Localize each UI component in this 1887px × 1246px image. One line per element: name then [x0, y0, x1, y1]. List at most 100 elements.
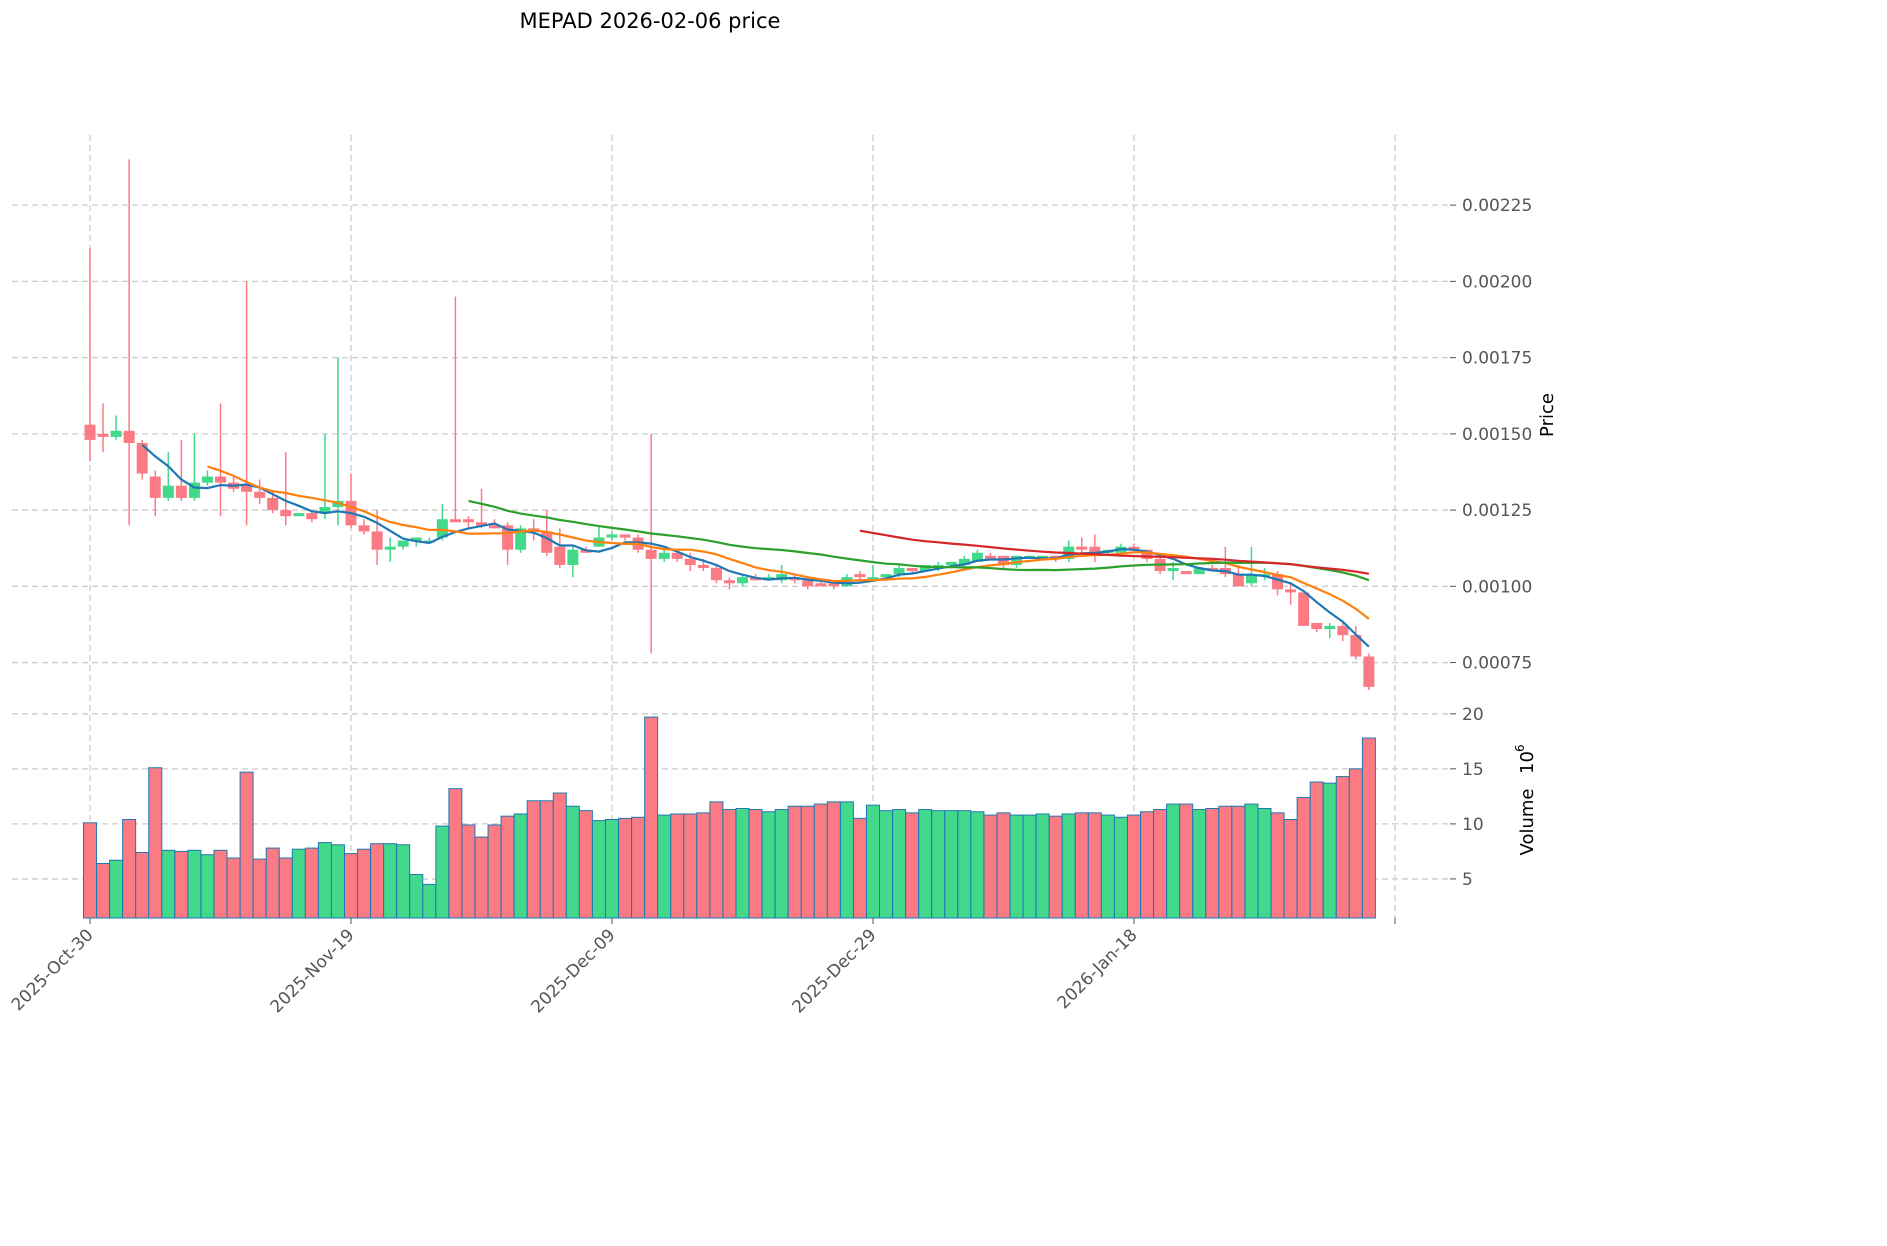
candle-body-down — [671, 552, 683, 559]
volume-bar — [461, 824, 476, 919]
volume-bar — [1009, 814, 1024, 919]
candle-body-down — [1232, 574, 1244, 587]
candle-body-down — [462, 519, 474, 523]
volume-bar — [96, 863, 111, 919]
volume-bar — [1113, 816, 1128, 919]
candle-body-up — [945, 561, 957, 565]
volume-bar — [657, 814, 672, 919]
volume-bar — [605, 818, 619, 919]
volume-bar — [1322, 782, 1337, 919]
volume-bar — [83, 822, 97, 919]
candle-body-down — [449, 519, 461, 523]
candle-body-down — [1089, 546, 1101, 553]
candle-body-up — [162, 485, 174, 498]
candle-body-down — [1180, 571, 1192, 575]
volume-bar — [918, 809, 933, 919]
volume-bar — [1257, 807, 1272, 919]
price-tick-label: 0.00200 — [1462, 272, 1532, 292]
volume-axis-label-text: Volume — [1517, 789, 1538, 856]
volume-bar — [526, 800, 541, 919]
volume-bar — [357, 848, 372, 919]
volume-tick-label: 20 — [1462, 705, 1484, 725]
volume-bar — [1035, 813, 1050, 919]
candle-body-up — [606, 534, 618, 538]
volume-bar — [1283, 818, 1298, 919]
volume-bar — [931, 810, 946, 919]
x-tick-label: 2025-Oct-30 — [8, 925, 98, 1015]
volume-tick-label: 15 — [1462, 760, 1484, 780]
candle-body-down — [619, 534, 631, 538]
candle-body-down — [554, 546, 566, 565]
volume-bar — [304, 847, 319, 919]
volume-bar — [1153, 809, 1168, 919]
candle-body-up — [410, 537, 422, 541]
candle-body-up — [880, 574, 892, 578]
ma-60-line — [859, 529, 1370, 575]
candle-body-down — [723, 580, 735, 584]
candle-body-down — [802, 580, 814, 587]
volume-bar — [291, 848, 306, 919]
candle-body-up — [867, 577, 879, 581]
volume-bar — [1231, 805, 1246, 919]
volume-axis-exponent-base: 10 — [1517, 751, 1538, 774]
candle-body-down — [1076, 546, 1088, 550]
volume-bar — [239, 771, 254, 919]
volume-bar — [487, 824, 502, 919]
volume-bar — [578, 810, 593, 919]
chart-title: MEPAD 2026-02-06 price — [520, 9, 781, 33]
volume-bar — [265, 847, 280, 919]
volume-bar — [122, 818, 137, 919]
volume-bar — [252, 858, 267, 919]
volume-bar — [879, 810, 894, 919]
volume-bar — [1087, 812, 1102, 919]
candle-body-up — [1245, 574, 1257, 584]
candle-body-down — [710, 568, 722, 581]
candle-body-down — [136, 442, 148, 474]
volume-bar — [696, 812, 711, 919]
x-tick-label: 2026-Jan-18 — [1054, 925, 1142, 1013]
candle-body-up — [436, 519, 448, 538]
ma-10-line — [207, 465, 1370, 620]
volume-bar — [409, 874, 424, 919]
volume-tick-label: 10 — [1462, 815, 1484, 835]
candle-body-down — [123, 430, 135, 443]
candle-body-up — [201, 476, 213, 483]
candle-body-up — [971, 552, 983, 562]
volume-bar — [174, 850, 189, 919]
volume-bar — [370, 843, 385, 919]
candle-body-up — [293, 513, 305, 517]
volume-bar — [748, 809, 763, 919]
candle-body-down — [1128, 546, 1140, 550]
x-tick-label: 2025-Dec-09 — [528, 925, 620, 1017]
volume-bar — [826, 801, 841, 919]
candle-body-up — [423, 540, 435, 543]
candle-body-up — [737, 577, 748, 584]
price-tick-label: 0.00150 — [1462, 425, 1532, 445]
volume-bar — [135, 852, 150, 919]
candle-body-down — [502, 525, 514, 550]
candle-body-up — [567, 549, 579, 565]
volume-bar — [565, 805, 580, 919]
candle-body-down — [175, 485, 187, 498]
candle-body-down — [280, 510, 292, 517]
price-tick-label: 0.00100 — [1462, 577, 1532, 597]
volume-bar — [552, 792, 567, 919]
volume-bar — [774, 809, 789, 919]
volume-bar — [1244, 803, 1259, 919]
volume-bar — [396, 844, 411, 919]
volume-bar — [278, 857, 293, 919]
volume-bar — [683, 813, 698, 919]
volume-bar — [226, 857, 241, 919]
volume-bar — [474, 836, 489, 919]
candle-body-up — [319, 507, 331, 514]
candle-body-down — [541, 531, 553, 553]
volume-bar — [513, 813, 528, 919]
volume-bar — [1335, 776, 1350, 919]
ma-30-line — [468, 499, 1370, 582]
candle-body-down — [267, 497, 279, 511]
volume-bar — [839, 801, 854, 919]
candle-body-up — [515, 528, 527, 550]
price-axis-label: Price — [1537, 393, 1558, 437]
candle-body-down — [815, 583, 827, 587]
